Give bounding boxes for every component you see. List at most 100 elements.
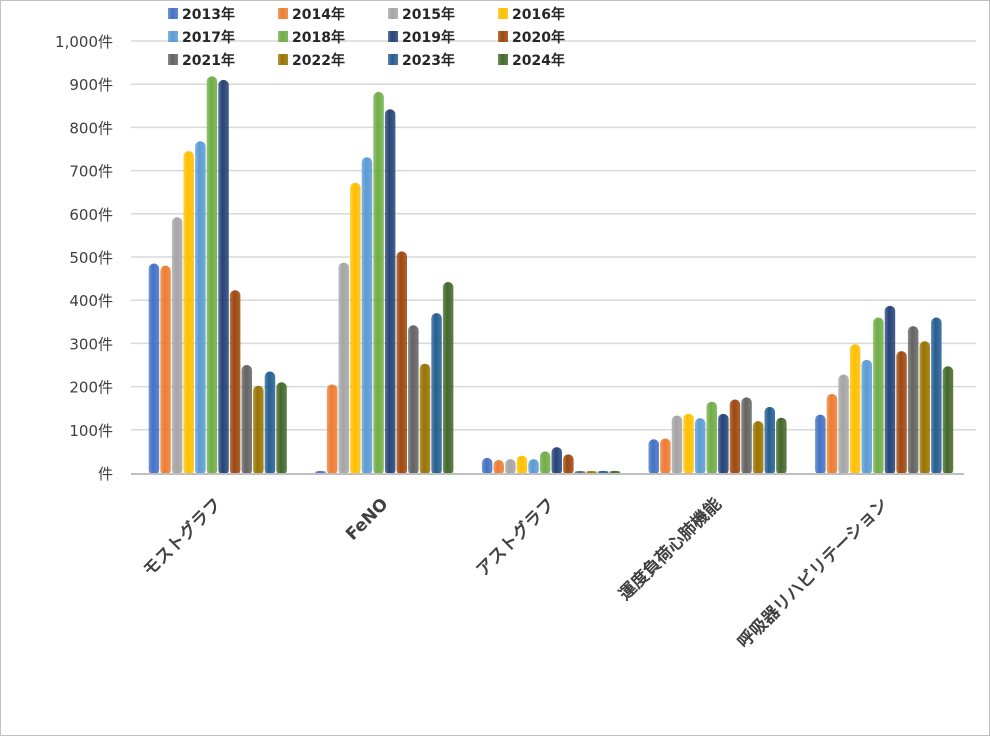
y-axis-tick-labels: 件 100件 200件 300件 400件 500件 600件 700件 800件 900件 1,0… <box>55 33 113 483</box>
bar <box>741 397 752 475</box>
legend-label: 2023年 <box>402 52 455 69</box>
bar <box>148 263 160 475</box>
legend-swatch <box>278 54 288 65</box>
bar <box>361 157 373 475</box>
y-tick-label: 500件 <box>69 249 113 267</box>
bar <box>516 455 528 475</box>
bar <box>776 417 787 475</box>
bar <box>861 359 872 475</box>
legend-swatch <box>168 54 178 65</box>
category-label: アストグラフ <box>472 494 559 581</box>
legend-swatch <box>498 31 508 42</box>
category-labels: モストグラフ FeNO アストグラフ 運度負荷心肺機能 呼吸器リハビリテーション <box>139 494 892 653</box>
bar <box>838 374 849 475</box>
category-label: モストグラフ <box>139 494 226 581</box>
bar <box>896 351 907 475</box>
legend-swatch <box>168 8 178 19</box>
bar <box>442 282 454 475</box>
bar <box>171 217 183 476</box>
bar <box>195 141 206 475</box>
bar <box>505 459 516 475</box>
y-tick-label: 800件 <box>69 119 113 137</box>
bar <box>528 459 539 475</box>
bar <box>493 460 504 475</box>
bar <box>338 262 349 475</box>
bar <box>563 454 574 475</box>
bar <box>942 366 954 475</box>
bar <box>253 385 264 475</box>
y-tick-label: 100件 <box>69 422 113 440</box>
bar <box>849 344 861 475</box>
bar <box>229 290 241 475</box>
bar <box>264 371 276 475</box>
bar <box>326 384 338 475</box>
legend-swatch <box>498 8 508 19</box>
legend-label: 2016年 <box>512 6 565 23</box>
bar <box>931 317 942 475</box>
bar <box>660 438 671 475</box>
bar <box>206 76 218 475</box>
bar <box>384 109 396 476</box>
bar <box>373 91 384 475</box>
bar <box>183 151 194 475</box>
bar <box>706 401 717 475</box>
y-tick-label: 件 <box>98 465 113 483</box>
bar <box>884 305 896 475</box>
legend-swatch <box>278 8 288 19</box>
bar <box>919 341 930 475</box>
y-tick-label: 1,000件 <box>55 33 113 51</box>
bar <box>648 439 659 475</box>
y-tick-label: 700件 <box>69 163 113 181</box>
bar <box>241 365 252 475</box>
bars <box>148 76 954 476</box>
legend-swatch <box>168 31 178 42</box>
category-label: FeNO <box>342 494 392 544</box>
bar <box>764 406 775 475</box>
bar <box>683 413 694 475</box>
y-tick-label: 200件 <box>69 379 113 397</box>
legend-swatch <box>388 54 398 65</box>
legend-label: 2015年 <box>402 6 455 23</box>
legend-swatch <box>388 31 398 42</box>
bar <box>694 418 706 475</box>
bar <box>160 265 171 475</box>
legend-label: 2013年 <box>182 6 235 23</box>
category-label: 運度負荷心肺機能 <box>615 494 726 605</box>
bar <box>815 414 826 475</box>
legend-label: 2019年 <box>402 29 455 46</box>
legend-swatch <box>498 54 508 65</box>
y-tick-label: 300件 <box>69 335 113 353</box>
bar <box>873 317 884 475</box>
legend-label: 2017年 <box>182 29 235 46</box>
bar <box>276 382 287 475</box>
bar <box>396 251 407 475</box>
category-label: 呼吸器リハビリテーション <box>734 494 892 652</box>
legend-label: 2018年 <box>292 29 345 46</box>
bar <box>218 79 229 475</box>
bar <box>671 415 683 475</box>
bar <box>539 451 551 475</box>
bar <box>752 421 764 475</box>
bar <box>551 447 562 475</box>
legend-swatch <box>278 31 288 42</box>
y-tick-label: 900件 <box>69 76 113 94</box>
y-tick-label: 400件 <box>69 292 113 310</box>
bar <box>481 457 493 475</box>
bar <box>350 182 361 476</box>
bar <box>826 393 838 475</box>
legend: 2013年 2014年 2015年 2016年 2017年 2018年 2019年 2020年… <box>168 6 565 69</box>
bar <box>431 313 442 475</box>
legend-swatch <box>388 8 398 19</box>
bar <box>419 363 431 475</box>
bar <box>907 326 919 475</box>
bar <box>408 325 419 475</box>
legend-label: 2024年 <box>512 52 565 69</box>
bar <box>729 399 741 475</box>
bar <box>718 413 729 475</box>
grid-lines <box>131 40 976 431</box>
legend-label: 2020年 <box>512 29 565 46</box>
legend-label: 2021年 <box>182 52 235 69</box>
legend-label: 2022年 <box>292 52 345 69</box>
